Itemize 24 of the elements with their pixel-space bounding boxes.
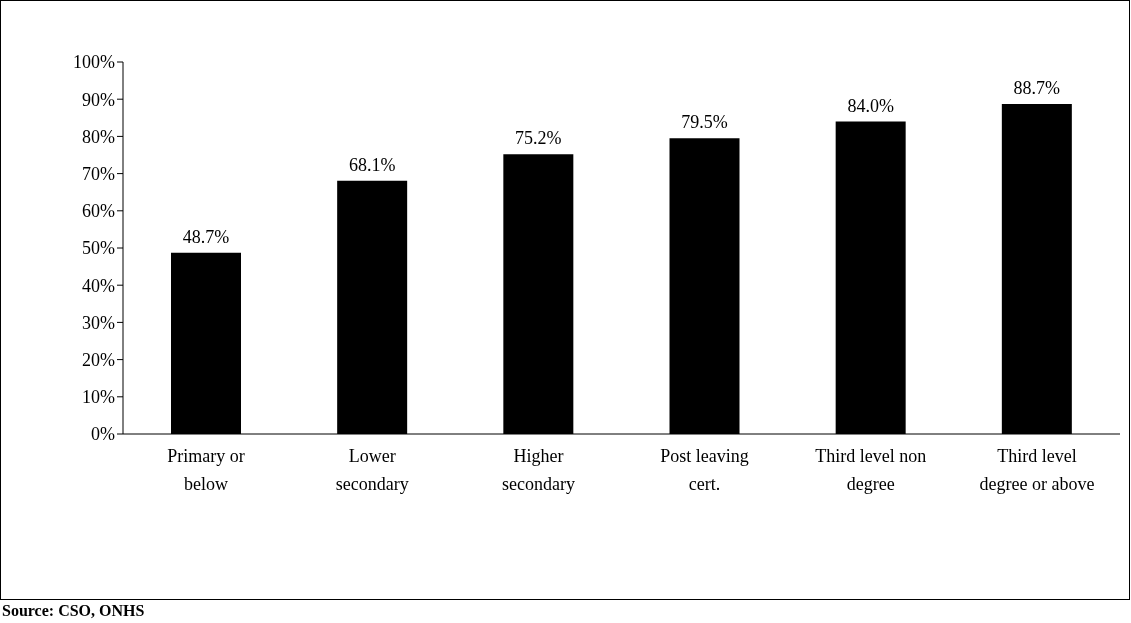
y-tick-label: 100% <box>73 52 115 73</box>
x-tick-label: Primary or below <box>167 446 245 494</box>
data-label: 88.7% <box>1013 78 1061 99</box>
y-tick-label: 90% <box>82 89 115 110</box>
y-tick-label: 10% <box>82 387 115 408</box>
data-label: 48.7% <box>182 226 230 247</box>
y-tick-label: 40% <box>82 275 115 296</box>
y-tick-label: 80% <box>82 126 115 147</box>
y-tick-label: 70% <box>82 163 115 184</box>
y-tick-label: 0% <box>91 424 115 445</box>
x-tick-label: Post leaving cert. <box>660 446 749 494</box>
y-tick-label: 60% <box>82 201 115 222</box>
y-tick-label: 30% <box>82 312 115 333</box>
x-tick-label: Third level degree or above <box>979 446 1095 494</box>
data-label: 75.2% <box>515 128 562 149</box>
source-note: Source: CSO, ONHS <box>2 602 145 620</box>
x-tick-label: Lower secondary <box>335 446 409 494</box>
data-label: 79.5% <box>681 112 728 133</box>
data-label: 84.0% <box>847 95 894 116</box>
x-tick-label: Third level non degree <box>815 446 927 494</box>
y-tick-label: 20% <box>82 349 115 370</box>
data-label: 68.1% <box>348 154 396 175</box>
y-tick-label: 50% <box>82 238 115 259</box>
x-tick-label: Higher secondary <box>501 446 575 494</box>
